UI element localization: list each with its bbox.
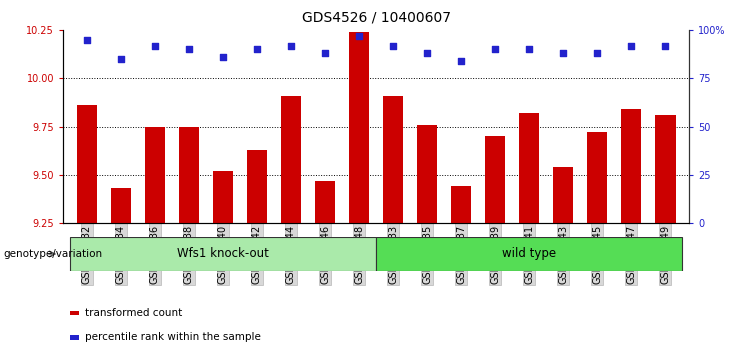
Bar: [587, 132, 608, 223]
Point: [115, 56, 127, 62]
Text: percentile rank within the sample: percentile rank within the sample: [85, 332, 261, 342]
Point: [625, 43, 637, 48]
Point: [659, 43, 671, 48]
FancyBboxPatch shape: [70, 237, 376, 271]
Bar: [383, 96, 403, 223]
Bar: [213, 171, 233, 223]
Bar: [553, 167, 574, 223]
Bar: [70, 310, 79, 315]
Point: [455, 58, 467, 64]
Bar: [485, 136, 505, 223]
Text: GDS4526 / 10400607: GDS4526 / 10400607: [302, 11, 451, 25]
Point: [591, 50, 603, 56]
Point: [387, 43, 399, 48]
Bar: [519, 113, 539, 223]
Text: wild type: wild type: [502, 247, 556, 261]
Point: [285, 43, 297, 48]
Point: [149, 43, 161, 48]
Point: [489, 46, 501, 52]
Text: genotype/variation: genotype/variation: [4, 249, 103, 259]
Text: Wfs1 knock-out: Wfs1 knock-out: [177, 247, 269, 261]
Point: [81, 37, 93, 42]
Bar: [451, 186, 471, 223]
Bar: [70, 335, 79, 340]
Bar: [144, 126, 165, 223]
Bar: [349, 32, 369, 223]
Bar: [281, 96, 301, 223]
Bar: [76, 105, 97, 223]
Point: [183, 46, 195, 52]
Point: [353, 33, 365, 39]
Bar: [247, 150, 268, 223]
Text: transformed count: transformed count: [85, 308, 182, 318]
Bar: [417, 125, 437, 223]
Point: [217, 54, 229, 60]
Bar: [110, 188, 131, 223]
Point: [557, 50, 569, 56]
Bar: [315, 181, 335, 223]
FancyBboxPatch shape: [376, 237, 682, 271]
Point: [319, 50, 331, 56]
Bar: [179, 126, 199, 223]
Point: [251, 46, 263, 52]
Point: [523, 46, 535, 52]
Point: [421, 50, 433, 56]
Bar: [655, 115, 676, 223]
Bar: [621, 109, 642, 223]
